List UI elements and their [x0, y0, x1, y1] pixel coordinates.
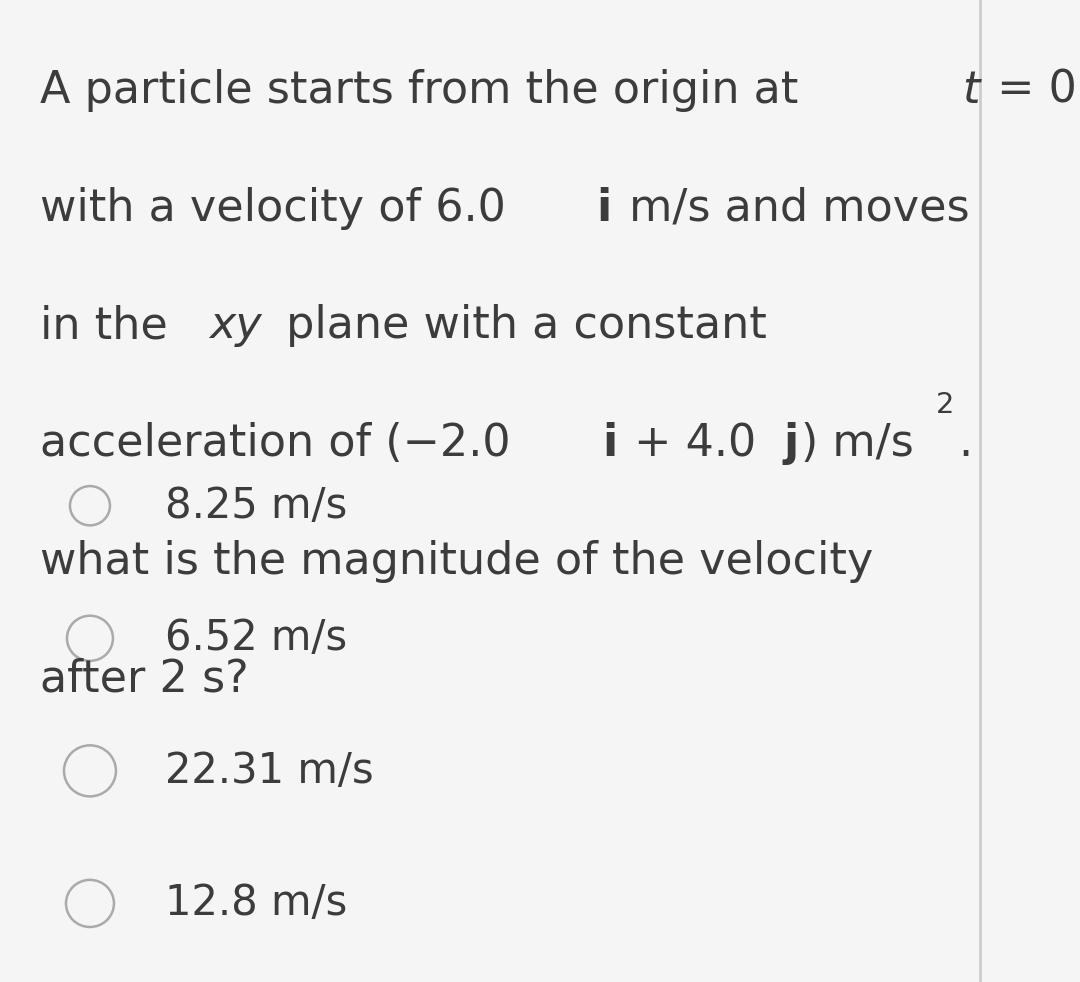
- Text: ) m/s: ) m/s: [801, 422, 914, 465]
- Text: j: j: [783, 422, 798, 465]
- Text: after 2 s?: after 2 s?: [40, 658, 248, 701]
- Text: t: t: [962, 69, 980, 112]
- Text: + 4.0: + 4.0: [620, 422, 756, 465]
- Text: A particle starts from the origin at: A particle starts from the origin at: [40, 69, 812, 112]
- Text: with a velocity of 6.0: with a velocity of 6.0: [40, 187, 505, 230]
- Text: .: .: [958, 422, 972, 465]
- Text: 8.25 m/s: 8.25 m/s: [165, 485, 347, 526]
- Text: what is the magnitude of the velocity: what is the magnitude of the velocity: [40, 540, 874, 583]
- Text: xy: xy: [210, 304, 262, 348]
- Text: = 0: = 0: [984, 69, 1078, 112]
- Text: 22.31 m/s: 22.31 m/s: [165, 750, 374, 791]
- Text: m/s and moves: m/s and moves: [615, 187, 969, 230]
- Text: i: i: [602, 422, 618, 465]
- Text: plane with a constant: plane with a constant: [272, 304, 767, 348]
- Text: 2: 2: [936, 391, 955, 419]
- Text: 12.8 m/s: 12.8 m/s: [165, 883, 347, 924]
- Text: i: i: [596, 187, 611, 230]
- Text: acceleration of (−2.0: acceleration of (−2.0: [40, 422, 511, 465]
- Text: 6.52 m/s: 6.52 m/s: [165, 618, 347, 659]
- Text: in the: in the: [40, 304, 181, 348]
